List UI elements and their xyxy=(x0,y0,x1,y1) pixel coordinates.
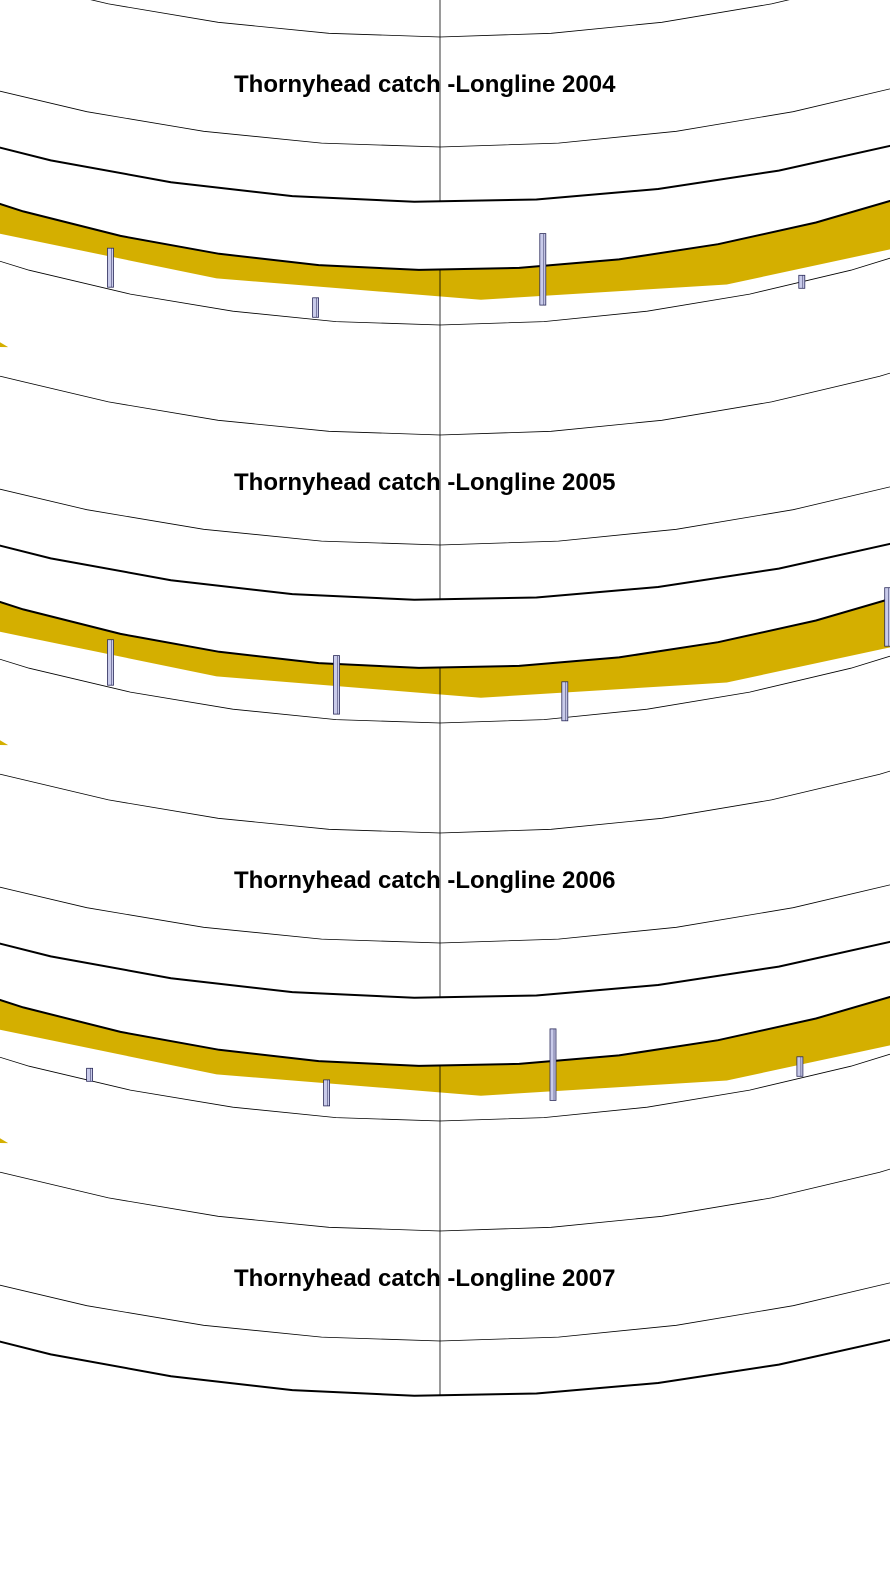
catch-bar xyxy=(323,1079,331,1107)
catch-bar xyxy=(312,297,320,318)
panel-title-2004: Thornyhead catch -Longline 2004 xyxy=(234,71,616,98)
catch-bar xyxy=(107,247,114,288)
catch-bar xyxy=(798,274,806,289)
panel-title-2005: Thornyhead catch -Longline 2005 xyxy=(234,469,615,496)
panel-title-2006: Thornyhead catch -Longline 2006 xyxy=(234,867,615,894)
catch-bar xyxy=(539,233,547,306)
catch-bars-2007 xyxy=(86,1028,804,1107)
ocean-area xyxy=(0,200,890,600)
catch-bar xyxy=(107,639,114,686)
ocean-area xyxy=(0,0,890,998)
graticule xyxy=(0,655,890,998)
graticule xyxy=(0,0,890,202)
map-panel-2004: 130°W135°W140°W165°W170°W175°W180°52°N56… xyxy=(0,0,890,203)
catch-bars-2006 xyxy=(107,587,890,722)
catch-bar xyxy=(549,1028,557,1101)
catch-bar xyxy=(561,681,569,722)
catch-bar xyxy=(796,1056,804,1077)
ocean-area xyxy=(0,0,890,202)
catch-bars-2005 xyxy=(107,233,806,318)
panel-title-2007: Thornyhead catch -Longline 2007 xyxy=(234,1265,615,1292)
catch-bar xyxy=(333,655,340,715)
catch-bar xyxy=(86,1067,93,1082)
catch-bar xyxy=(884,587,890,647)
ocean-area xyxy=(0,0,890,1396)
graticule xyxy=(0,1053,890,1396)
map-panel-2005: 130°W135°W140°W165°W170°W175°W180°52°N56… xyxy=(0,0,890,601)
graticule xyxy=(0,257,890,600)
